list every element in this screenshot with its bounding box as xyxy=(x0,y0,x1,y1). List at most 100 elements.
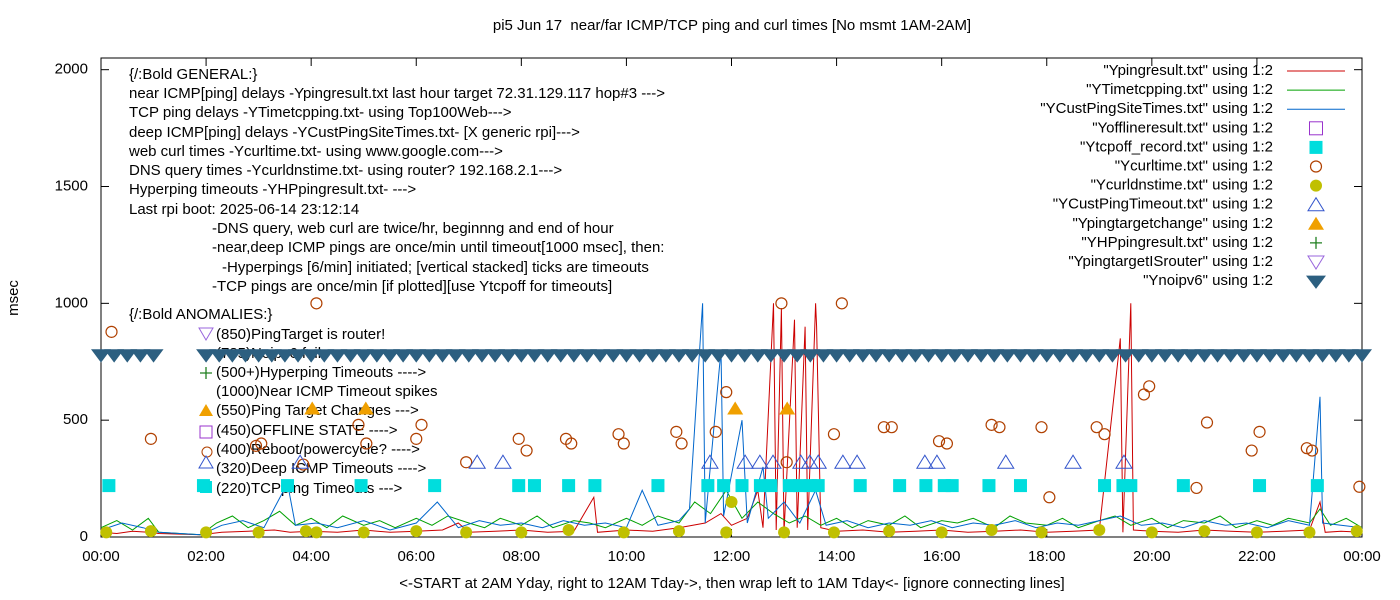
annotation: (400)Reboot/powercycle? ----> xyxy=(216,441,420,458)
x-tick-label: 12:00 xyxy=(713,548,751,565)
square-marker xyxy=(651,479,665,493)
icon-down-triangle xyxy=(198,327,214,341)
circle-marker xyxy=(415,418,428,431)
square-marker xyxy=(919,479,933,493)
down-triangle-marker xyxy=(760,349,781,363)
circle-marker xyxy=(675,437,688,450)
down-triangle-marker xyxy=(301,349,322,363)
down-triangle-marker xyxy=(826,349,847,363)
circle-marker xyxy=(827,428,841,441)
circle-marker xyxy=(1090,421,1103,434)
circle-marker xyxy=(883,525,896,538)
x-tick-label: 02:00 xyxy=(187,548,225,565)
down-triangle-marker xyxy=(708,349,729,363)
circle-marker xyxy=(1190,481,1203,495)
icon-triangle xyxy=(199,404,213,416)
down-triangle-marker xyxy=(1010,349,1031,363)
x-tick-label: 00:00 xyxy=(1343,548,1381,565)
circle-marker xyxy=(299,525,312,538)
series-line xyxy=(100,303,1363,536)
legend-label: "YHPpingresult.txt" using 1:2 xyxy=(1081,234,1273,251)
circle-marker xyxy=(932,435,946,448)
x-tick-label: 04:00 xyxy=(292,548,330,565)
circle-marker xyxy=(310,526,323,539)
down-triangle-marker xyxy=(865,349,886,363)
square-marker xyxy=(1013,479,1027,493)
circle-marker xyxy=(1093,523,1106,536)
annotation: -near,deep ICMP pings are once/min until… xyxy=(212,239,664,256)
circle-marker xyxy=(1245,444,1258,457)
down-triangle-marker xyxy=(1307,255,1325,270)
square-marker xyxy=(1309,121,1323,136)
down-triangle-marker xyxy=(222,349,243,363)
x-tick-label: 20:00 xyxy=(1133,548,1171,565)
down-triangle-marker xyxy=(1089,349,1110,363)
down-triangle-marker xyxy=(1260,349,1281,363)
square-marker xyxy=(793,479,807,493)
y-tick-label: 500 xyxy=(63,411,88,428)
down-triangle-marker xyxy=(721,349,742,363)
down-triangle-marker xyxy=(1023,349,1044,363)
icon-square-open xyxy=(199,425,213,439)
icon-circle xyxy=(201,446,213,458)
circle-marker xyxy=(460,526,473,539)
square-marker xyxy=(701,479,715,493)
circle-marker xyxy=(617,526,630,539)
x-tick-label: 14:00 xyxy=(818,548,856,565)
legend-label: "YTimetcpping.txt" using 1:2 xyxy=(1086,81,1273,98)
circle-marker xyxy=(885,421,898,434)
circle-marker xyxy=(780,456,793,469)
down-triangle-marker xyxy=(511,349,532,363)
down-triangle-marker xyxy=(682,349,703,363)
down-triangle-marker xyxy=(1141,349,1162,363)
square-marker xyxy=(1253,479,1267,493)
triangle-marker xyxy=(1115,454,1133,469)
circle-marker xyxy=(352,418,365,431)
circle-marker xyxy=(877,421,890,434)
down-triangle-marker xyxy=(1306,275,1326,289)
triangle-marker xyxy=(701,454,719,469)
icon-plus xyxy=(200,367,212,379)
series-line xyxy=(100,489,1363,536)
down-triangle-marker xyxy=(104,349,125,363)
down-triangle-marker xyxy=(642,349,663,363)
annotation: near ICMP[ping] delays -Ypingresult.txt … xyxy=(129,85,665,102)
down-triangle-marker xyxy=(143,349,164,363)
square-marker xyxy=(527,479,541,493)
triangle-marker xyxy=(809,454,828,469)
square-marker xyxy=(1124,479,1138,493)
down-triangle-marker xyxy=(590,349,611,363)
down-triangle-marker xyxy=(340,349,361,363)
x-tick-label: 08:00 xyxy=(503,548,541,565)
circle-marker xyxy=(200,526,213,539)
circle-marker xyxy=(775,297,788,310)
square-marker xyxy=(1098,479,1112,493)
circle-marker xyxy=(985,418,998,431)
down-triangle-marker xyxy=(1102,349,1123,363)
circle-marker xyxy=(1309,160,1323,173)
down-triangle-marker xyxy=(314,349,335,363)
down-triangle-marker xyxy=(209,349,230,363)
down-triangle-marker xyxy=(235,349,256,363)
triangle-marker xyxy=(357,401,374,415)
legend-label: "YCustPingSiteTimes.txt" using 1:2 xyxy=(1040,100,1273,117)
circle-marker xyxy=(720,386,733,399)
down-triangle-marker xyxy=(274,349,295,363)
series-line xyxy=(100,303,1363,536)
circle-marker xyxy=(672,525,685,538)
down-triangle-marker xyxy=(800,349,821,363)
square-marker xyxy=(512,479,526,493)
legend-label: "Ypingresult.txt" using 1:2 xyxy=(1103,62,1273,79)
triangle-marker xyxy=(848,454,866,469)
plus-marker xyxy=(1310,236,1322,249)
circle-marker xyxy=(100,526,113,539)
square-marker xyxy=(102,479,116,493)
circle-marker xyxy=(512,432,525,445)
x-tick-label: 00:00 xyxy=(82,548,120,565)
down-triangle-marker xyxy=(432,349,453,363)
circle-marker xyxy=(1043,491,1056,504)
down-triangle-marker xyxy=(130,349,151,363)
annotation: {/:Bold ANOMALIES:} xyxy=(129,306,272,323)
triangle-marker xyxy=(736,454,755,469)
